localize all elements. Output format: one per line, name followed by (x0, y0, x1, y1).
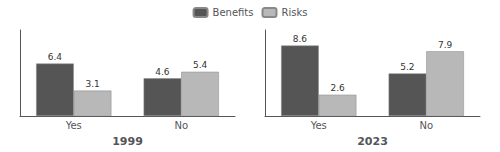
svg-text:2023: 2023 (357, 135, 388, 148)
svg-text:1999: 1999 (112, 135, 143, 148)
svg-text:3.1: 3.1 (85, 79, 99, 89)
svg-text:Yes: Yes (65, 120, 82, 131)
svg-text:Benefits: Benefits (213, 7, 254, 18)
svg-text:Yes: Yes (310, 120, 327, 131)
svg-text:No: No (174, 120, 188, 131)
svg-text:2.6: 2.6 (330, 83, 345, 93)
svg-text:5.4: 5.4 (193, 60, 208, 70)
svg-text:6.4: 6.4 (48, 52, 63, 62)
svg-text:No: No (419, 120, 433, 131)
svg-text:5.2: 5.2 (400, 62, 414, 72)
svg-text:Risks: Risks (281, 7, 307, 18)
svg-text:7.9: 7.9 (438, 40, 453, 50)
svg-text:4.6: 4.6 (155, 67, 170, 77)
svg-text:8.6: 8.6 (293, 34, 308, 44)
